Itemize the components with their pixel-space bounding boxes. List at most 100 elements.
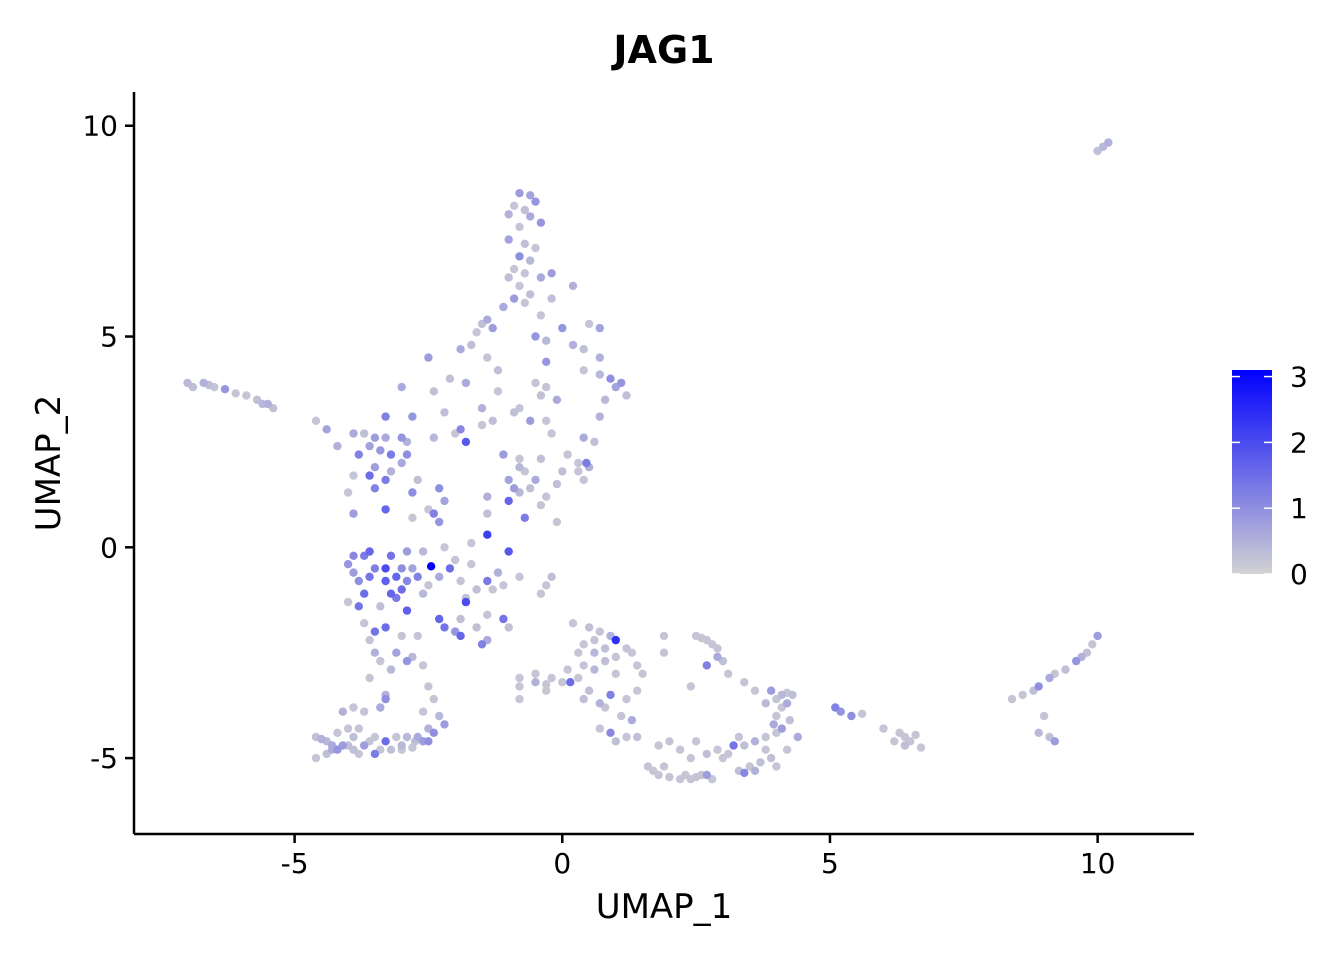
- data-point: [376, 446, 385, 455]
- data-point: [408, 743, 417, 752]
- data-point: [558, 467, 567, 476]
- data-point: [408, 488, 417, 497]
- data-point: [429, 433, 438, 442]
- data-point: [493, 366, 503, 375]
- data-point: [1045, 673, 1054, 683]
- data-point: [370, 749, 380, 759]
- data-point: [643, 762, 653, 771]
- data-point: [531, 669, 540, 678]
- data-point: [526, 256, 535, 265]
- data-point: [611, 669, 620, 678]
- colorbar-tick-label: 1: [1290, 492, 1308, 525]
- data-point: [595, 353, 604, 362]
- data-point: [461, 597, 471, 607]
- data-point: [542, 686, 551, 695]
- data-point: [488, 323, 497, 333]
- data-point: [761, 745, 770, 754]
- data-point: [638, 669, 647, 678]
- data-point: [766, 686, 776, 695]
- data-point: [365, 673, 374, 683]
- data-point: [402, 547, 412, 556]
- data-point: [456, 614, 465, 624]
- data-point: [536, 273, 546, 282]
- data-point: [472, 623, 481, 632]
- data-point: [429, 694, 438, 704]
- data-point: [526, 416, 535, 425]
- data-point: [349, 471, 358, 480]
- data-point: [574, 673, 583, 683]
- data-point: [467, 538, 476, 548]
- data-point: [365, 471, 374, 480]
- data-point: [595, 323, 604, 333]
- data-point: [515, 252, 524, 261]
- data-point: [750, 686, 760, 695]
- data-point: [847, 711, 856, 721]
- data-point: [381, 623, 390, 632]
- data-point: [220, 385, 230, 394]
- data-point: [542, 680, 551, 689]
- data-point: [547, 294, 556, 303]
- data-point: [542, 357, 551, 366]
- data-point: [515, 222, 524, 232]
- data-point: [702, 770, 711, 780]
- data-point: [1039, 711, 1049, 721]
- data-point: [579, 345, 588, 354]
- data-point: [381, 412, 390, 421]
- data-point: [397, 564, 406, 573]
- data-point: [493, 387, 503, 396]
- data-point: [627, 716, 637, 725]
- data-point: [772, 711, 781, 721]
- data-point: [526, 290, 535, 299]
- y-tick-label: 10: [82, 110, 118, 143]
- data-point: [782, 745, 792, 754]
- data-point: [483, 576, 492, 586]
- data-point: [1088, 640, 1097, 649]
- data-point: [424, 353, 433, 362]
- data-point: [242, 391, 251, 400]
- data-point: [558, 323, 567, 333]
- data-point: [558, 678, 567, 687]
- data-point: [515, 572, 524, 581]
- data-point: [424, 737, 433, 746]
- data-point: [381, 737, 390, 746]
- data-point: [574, 648, 583, 657]
- data-point: [386, 551, 396, 560]
- data-point: [531, 678, 540, 687]
- data-point: [418, 547, 428, 556]
- data-point: [413, 572, 422, 581]
- data-point: [536, 311, 546, 320]
- data-point: [370, 433, 380, 442]
- data-point: [483, 610, 492, 619]
- data-point: [552, 395, 562, 404]
- data-point: [590, 437, 599, 447]
- data-point: [1072, 656, 1081, 666]
- data-point: [1050, 737, 1060, 746]
- data-point: [386, 665, 396, 674]
- data-point: [461, 437, 471, 447]
- data-point: [547, 673, 556, 683]
- data-point: [686, 682, 695, 691]
- data-point: [445, 564, 455, 573]
- data-point: [793, 732, 802, 742]
- data-point: [461, 378, 471, 388]
- data-point: [317, 734, 326, 744]
- data-point: [590, 648, 599, 657]
- data-point: [566, 678, 575, 687]
- data-point: [365, 572, 374, 581]
- data-point: [509, 264, 519, 274]
- data-point: [499, 450, 508, 459]
- data-point: [1061, 665, 1070, 674]
- data-point: [611, 652, 620, 662]
- data-point: [381, 576, 390, 586]
- data-point: [402, 606, 412, 615]
- colorbar-gradient: [1232, 370, 1272, 574]
- data-point: [349, 551, 358, 560]
- data-point: [354, 450, 363, 459]
- data-point: [579, 640, 588, 649]
- data-point: [595, 627, 604, 636]
- data-point: [611, 635, 620, 645]
- data-point: [520, 269, 529, 278]
- y-tick-label: -5: [90, 742, 118, 775]
- data-point: [520, 205, 529, 215]
